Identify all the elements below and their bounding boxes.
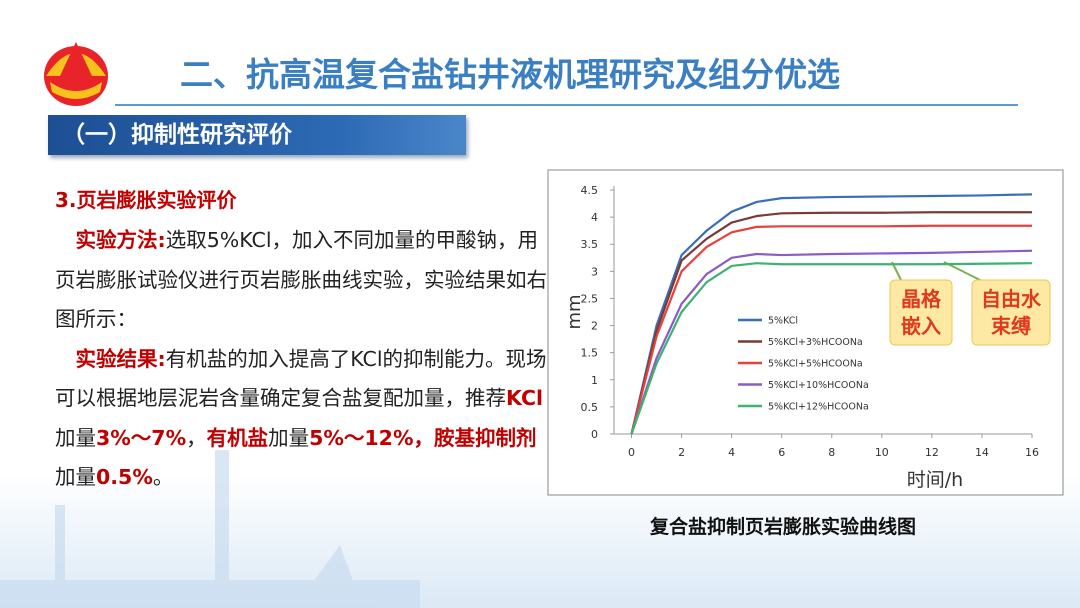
annotation-text: 晶格	[901, 287, 942, 311]
x-tick-label: 8	[828, 446, 835, 459]
logo	[44, 42, 108, 106]
series-line	[630, 262, 1033, 435]
text-run: 胺基抑制剂	[433, 425, 537, 450]
x-tick-label: 4	[728, 446, 735, 459]
series-line	[630, 249, 1033, 435]
series-line	[630, 224, 1032, 435]
text-run: 加量	[55, 465, 96, 489]
legend-label: 5%KCl+12%HCOONa	[768, 402, 869, 413]
y-tick-label: 1.5	[581, 347, 599, 360]
text-run: KCl	[506, 386, 544, 410]
paragraph: 实验结果:有机盐的加入提高了KCl的抑制能力。现场可以根据地层泥岩含量确定复合盐…	[55, 340, 547, 498]
legend-label: 5%KCl	[768, 316, 798, 327]
x-tick-label: 10	[875, 446, 889, 459]
y-tick-label: 2.5	[581, 292, 599, 305]
annotation-text: 束缚	[991, 314, 1031, 338]
y-tick-label: 4	[591, 211, 598, 224]
y-tick-label: 3	[591, 265, 598, 278]
annotation-box	[971, 279, 1051, 346]
text-run: 。	[152, 465, 174, 489]
x-tick-label: 12	[925, 446, 939, 459]
legend-label: 5%KCl+3%HCOONa	[768, 337, 863, 348]
paragraph: 实验方法:选取5%KCl，加入不同加量的甲酸钠，用页岩膨胀试验仪进行页岩膨胀曲线…	[55, 221, 547, 340]
x-axis-label: 时间/h	[907, 469, 963, 491]
text-run: 实验结果:	[75, 346, 166, 371]
series-line	[630, 211, 1032, 435]
text-run: 有机盐	[206, 425, 269, 450]
text-run: 3%～7%	[96, 425, 187, 450]
y-tick-label: 0	[591, 428, 598, 441]
section-bar: （一）抑制性研究评价	[48, 115, 466, 155]
annotation-text: 自由水	[981, 287, 1042, 311]
annotation-arrow	[943, 261, 985, 283]
annotation-box	[889, 279, 953, 346]
text-run: 0.5%	[96, 465, 153, 489]
y-tick-label: 1	[591, 374, 598, 387]
y-tick-label: 4.5	[581, 184, 599, 197]
heading: 3.页岩膨胀实验评价	[55, 188, 237, 212]
background-rigs	[0, 450, 420, 608]
title: 二、抗高温复合盐钻井液机理研究及组分优选	[180, 55, 840, 94]
x-tick-label: 16	[1025, 446, 1039, 459]
y-tick-label: 3.5	[581, 238, 599, 251]
text-run: 有机盐的加入提高了KCl的抑制能力。现场可以根据地层泥岩含量确定复合盐复配加量，…	[55, 346, 547, 411]
text-run: 5%～12%，	[309, 425, 434, 450]
series-line	[630, 193, 1033, 435]
x-tick-label: 6	[778, 446, 785, 459]
text-run: 加量	[268, 425, 310, 450]
text-run: 加量	[55, 425, 96, 450]
x-tick-label: 0	[628, 446, 635, 459]
body-text: 实验方法:选取5%KCl，加入不同加量的甲酸钠，用页岩膨胀试验仪进行页岩膨胀曲线…	[55, 221, 547, 498]
y-tick-label: 0.5	[581, 401, 599, 414]
x-tick-label: 2	[678, 446, 685, 459]
y-axis-label: mm	[564, 294, 585, 329]
legend-label: 5%KCl+10%HCOONa	[768, 380, 869, 391]
text-run: 实验方法:	[75, 228, 166, 252]
text-run: 选取5%KCl，加入不同加量的甲酸钠，用页岩膨胀试验仪进行页岩膨胀曲线实验，实验…	[55, 228, 547, 331]
text-run: ，	[186, 425, 207, 450]
x-tick-label: 14	[975, 446, 989, 459]
annotation-text: 嵌入	[901, 314, 941, 338]
y-tick-label: 2	[591, 320, 598, 333]
chart-caption: 复合盐抑制页岩膨胀实验曲线图	[650, 516, 917, 538]
legend-label: 5%KCl+5%HCOONa	[768, 359, 863, 370]
